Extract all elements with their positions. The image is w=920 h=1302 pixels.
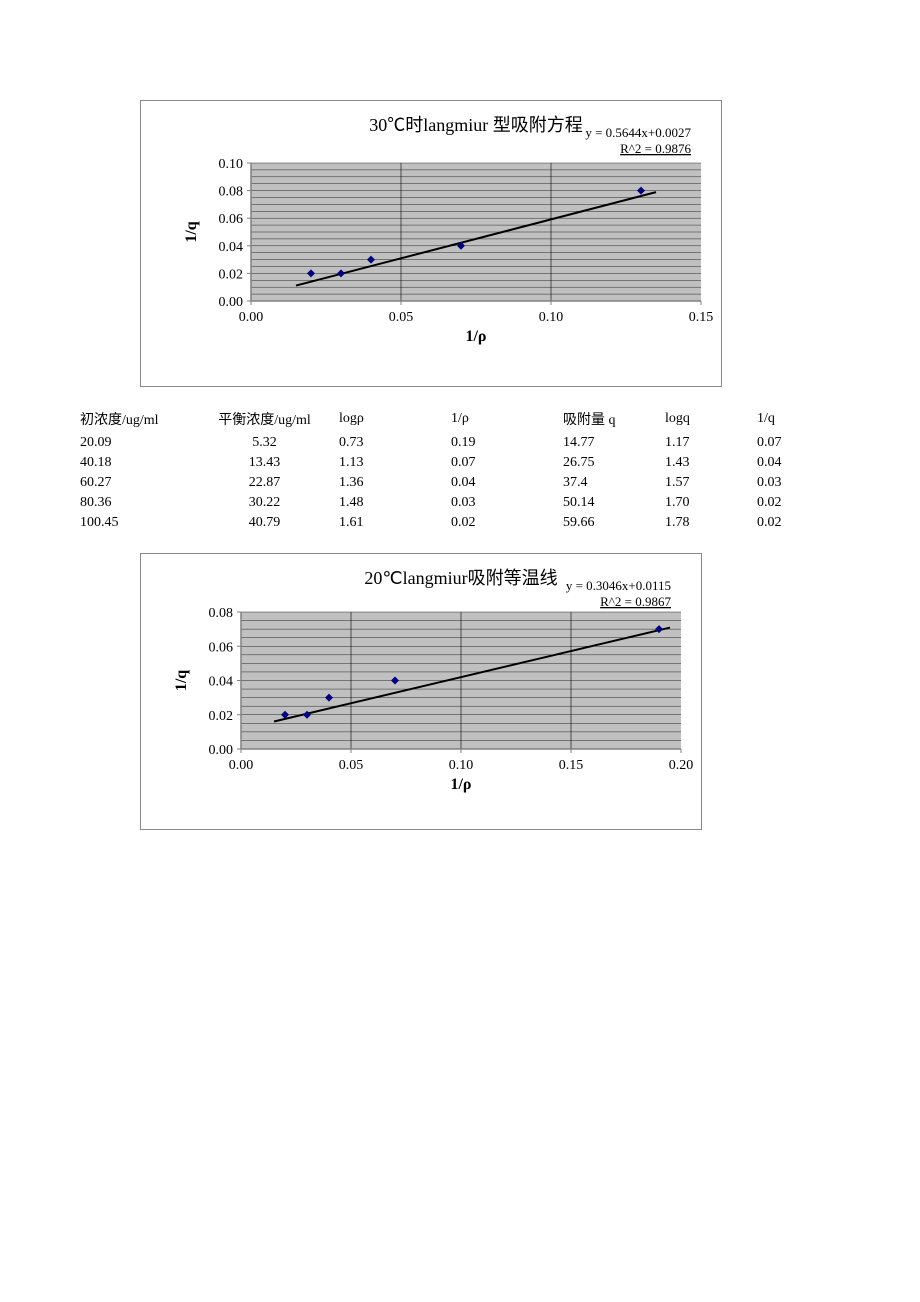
table-cell: 0.03: [757, 473, 829, 493]
ytick-label: 0.04: [209, 675, 234, 690]
table-cell: 1.48: [339, 493, 451, 513]
ylabel: 1/q: [173, 670, 190, 691]
table-cell: 0.04: [451, 473, 563, 493]
ytick-label: 0.04: [219, 240, 244, 255]
xtick-label: 0.10: [539, 310, 564, 325]
table-cell: 0.19: [451, 433, 563, 453]
table-cell: 0.02: [451, 513, 563, 533]
xlabel: 1/ρ: [465, 328, 486, 345]
table-cell: 0.02: [757, 513, 829, 533]
chart-title: 20℃langmiur吸附等温线: [364, 568, 557, 588]
table-cell: 0.07: [757, 433, 829, 453]
chart-30c-langmuir: 0.00 0.02 0.04 0.06 0.08 0.10 0.00 0.05 0.10 0.15…: [140, 100, 722, 387]
table-row: 80.3630.221.480.0350.141.700.02: [80, 493, 829, 513]
ytick-label: 0.00: [209, 743, 234, 758]
table-cell: 0.02: [757, 493, 829, 513]
table-cell: 60.27: [80, 473, 202, 493]
xtick-label: 0.05: [389, 310, 414, 325]
table-cell: 1.70: [665, 493, 757, 513]
table-cell: 1.17: [665, 433, 757, 453]
ytick-label: 0.08: [209, 606, 234, 621]
table-cell: 1.43: [665, 453, 757, 473]
table-cell: 26.75: [563, 453, 665, 473]
table-cell: 100.45: [80, 513, 202, 533]
table-cell: 0.04: [757, 453, 829, 473]
chart1-svg: 0.00 0.02 0.04 0.06 0.08 0.10 0.00 0.05 0.10 0.15…: [141, 101, 721, 381]
table-cell: 1.13: [339, 453, 451, 473]
table-cell: 20.09: [80, 433, 202, 453]
equation-line: y = 0.3046x+0.0115: [566, 578, 671, 593]
table-header-row: 初浓度/ug/ml平衡浓度/ug/mllogρ1/ρ吸附量 qlogq1/q: [80, 407, 829, 433]
table-cell: 1.57: [665, 473, 757, 493]
table-header-cell: 1/q: [757, 407, 829, 433]
table-cell: 30.22: [202, 493, 339, 513]
table-header-cell: 平衡浓度/ug/ml: [202, 407, 339, 433]
table-row: 100.4540.791.610.0259.661.780.02: [80, 513, 829, 533]
equation-line: y = 0.5644x+0.0027: [585, 125, 691, 140]
ytick-label: 0.08: [219, 185, 244, 200]
table-row: 40.1813.431.130.0726.751.430.04: [80, 453, 829, 473]
xtick-label: 0.05: [339, 758, 364, 773]
xtick-label: 0.20: [669, 758, 694, 773]
xtick-label: 0.00: [239, 310, 264, 325]
table-cell: 0.07: [451, 453, 563, 473]
table-cell: 1.61: [339, 513, 451, 533]
table-cell: 50.14: [563, 493, 665, 513]
table-cell: 5.32: [202, 433, 339, 453]
table-cell: 80.36: [80, 493, 202, 513]
table-header-cell: 1/ρ: [451, 407, 563, 433]
table-row: 60.2722.871.360.0437.41.570.03: [80, 473, 829, 493]
table-cell: 1.78: [665, 513, 757, 533]
r2-line: R^2 = 0.9867: [600, 594, 671, 609]
ytick-label: 0.00: [219, 295, 244, 310]
xlabel: 1/ρ: [450, 776, 471, 793]
chart-title: 30℃时langmiur 型吸附方程: [369, 115, 583, 135]
table-cell: 22.87: [202, 473, 339, 493]
ytick-label: 0.02: [219, 267, 244, 282]
table-cell: 40.79: [202, 513, 339, 533]
ytick-label: 0.06: [219, 212, 244, 227]
document-page: 0.00 0.02 0.04 0.06 0.08 0.10 0.00 0.05 0.10 0.15…: [0, 0, 920, 830]
table-cell: 0.73: [339, 433, 451, 453]
ytick-label: 0.02: [209, 709, 234, 724]
xtick-label: 0.15: [559, 758, 584, 773]
table-cell: 14.77: [563, 433, 665, 453]
chart-20c-langmuir: 0.00 0.02 0.04 0.06 0.08 0.00 0.05 0.10 0.15 0.20…: [140, 553, 702, 830]
xtick-label: 0.00: [229, 758, 254, 773]
data-table: 初浓度/ug/ml平衡浓度/ug/mllogρ1/ρ吸附量 qlogq1/q20…: [80, 407, 829, 533]
table-header-cell: 初浓度/ug/ml: [80, 407, 202, 433]
ylabel: 1/q: [183, 221, 200, 242]
chart2-svg: 0.00 0.02 0.04 0.06 0.08 0.00 0.05 0.10 0.15 0.20…: [141, 554, 701, 824]
xtick-label: 0.10: [449, 758, 474, 773]
table-header-cell: logq: [665, 407, 757, 433]
table-header-cell: 吸附量 q: [563, 407, 665, 433]
table-cell: 37.4: [563, 473, 665, 493]
ytick-label: 0.10: [219, 157, 244, 172]
table-cell: 40.18: [80, 453, 202, 473]
table-cell: 1.36: [339, 473, 451, 493]
table-cell: 0.03: [451, 493, 563, 513]
ytick-label: 0.06: [209, 640, 234, 655]
table-header-cell: logρ: [339, 407, 451, 433]
table-cell: 13.43: [202, 453, 339, 473]
table-cell: 59.66: [563, 513, 665, 533]
table-row: 20.095.320.730.1914.771.170.07: [80, 433, 829, 453]
xtick-label: 0.15: [689, 310, 714, 325]
r2-line: R^2 = 0.9876: [620, 141, 691, 156]
